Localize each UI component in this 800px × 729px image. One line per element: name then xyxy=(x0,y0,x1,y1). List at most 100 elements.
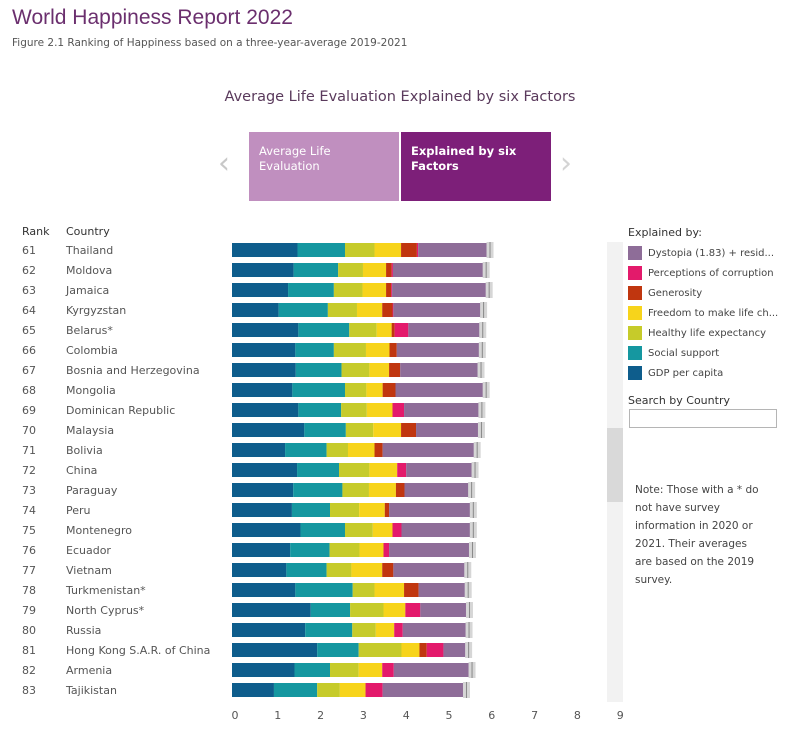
bar-segment[interactable] xyxy=(393,563,466,577)
bar-segment[interactable] xyxy=(392,283,487,297)
bar-segment[interactable] xyxy=(406,463,473,477)
bar-segment[interactable] xyxy=(330,503,360,517)
bar-segment[interactable] xyxy=(375,623,395,637)
bar-segment[interactable] xyxy=(232,363,296,377)
bar-segment[interactable] xyxy=(349,323,377,337)
bar-segment[interactable] xyxy=(382,303,393,317)
bar-segment[interactable] xyxy=(383,603,406,617)
bar-segment[interactable] xyxy=(295,363,342,377)
bar-segment[interactable] xyxy=(374,583,405,597)
bar-segment[interactable] xyxy=(389,363,401,377)
bar-segment[interactable] xyxy=(295,583,353,597)
bar-segment[interactable] xyxy=(232,603,311,617)
bar-segment[interactable] xyxy=(232,243,298,257)
bar-segment[interactable] xyxy=(373,423,402,437)
bar-segment[interactable] xyxy=(392,263,484,277)
bar-segment[interactable] xyxy=(392,403,405,417)
bar-segment[interactable] xyxy=(297,463,339,477)
bar-segment[interactable] xyxy=(293,483,343,497)
bar-segment[interactable] xyxy=(342,483,369,497)
bar-segment[interactable] xyxy=(401,423,417,437)
bar-segment[interactable] xyxy=(384,503,390,517)
bar-segment[interactable] xyxy=(391,323,395,337)
bar-segment[interactable] xyxy=(418,583,466,597)
bar-segment[interactable] xyxy=(326,443,348,457)
bar-segment[interactable] xyxy=(382,443,475,457)
bar-segment[interactable] xyxy=(393,663,470,677)
bar-segment[interactable] xyxy=(298,403,342,417)
bar-segment[interactable] xyxy=(400,363,479,377)
bar-segment[interactable] xyxy=(232,523,301,537)
bar-segment[interactable] xyxy=(362,283,387,297)
bar-segment[interactable] xyxy=(326,563,352,577)
scrollbar-thumb[interactable] xyxy=(607,428,623,502)
bar-segment[interactable] xyxy=(391,263,393,277)
bar-segment[interactable] xyxy=(232,683,274,697)
bar-segment[interactable] xyxy=(294,663,331,677)
bar-segment[interactable] xyxy=(389,343,397,357)
bar-segment[interactable] xyxy=(416,423,479,437)
bar-segment[interactable] xyxy=(368,483,396,497)
bar-segment[interactable] xyxy=(232,463,298,477)
bar-segment[interactable] xyxy=(359,503,385,517)
bar-segment[interactable] xyxy=(344,243,375,257)
bar-segment[interactable] xyxy=(232,563,287,577)
legend-item[interactable]: Social support xyxy=(628,346,788,360)
legend-item[interactable]: Generosity xyxy=(628,286,788,300)
bar-segment[interactable] xyxy=(386,283,392,297)
legend-item[interactable]: Dystopia (1.83) + resid... xyxy=(628,246,788,260)
bar-segment[interactable] xyxy=(232,543,291,557)
legend-item[interactable]: Perceptions of corruption xyxy=(628,266,788,280)
bar-segment[interactable] xyxy=(401,243,417,257)
bar-segment[interactable] xyxy=(295,343,334,357)
bar-segment[interactable] xyxy=(362,263,387,277)
bar-segment[interactable] xyxy=(330,663,359,677)
bar-segment[interactable] xyxy=(232,663,295,677)
bar-segment[interactable] xyxy=(356,303,383,317)
bar-segment[interactable] xyxy=(402,623,467,637)
bar-segment[interactable] xyxy=(401,643,420,657)
bar-segment[interactable] xyxy=(397,463,407,477)
bar-segment[interactable] xyxy=(339,463,370,477)
bar-segment[interactable] xyxy=(383,543,390,557)
legend-item[interactable]: GDP per capita xyxy=(628,366,788,380)
bar-segment[interactable] xyxy=(300,523,345,537)
bar-segment[interactable] xyxy=(290,543,330,557)
bar-segment[interactable] xyxy=(232,283,289,297)
bar-segment[interactable] xyxy=(408,323,481,337)
bar-segment[interactable] xyxy=(278,303,328,317)
bar-segment[interactable] xyxy=(396,343,480,357)
bar-segment[interactable] xyxy=(382,683,464,697)
legend-item[interactable]: Freedom to make life ch... xyxy=(628,306,788,320)
bar-segment[interactable] xyxy=(382,383,396,397)
bar-segment[interactable] xyxy=(392,523,402,537)
bar-segment[interactable] xyxy=(232,443,286,457)
bar-segment[interactable] xyxy=(339,683,366,697)
bar-segment[interactable] xyxy=(232,583,296,597)
bar-segment[interactable] xyxy=(416,243,419,257)
bar-segment[interactable] xyxy=(329,543,360,557)
bar-segment[interactable] xyxy=(352,583,375,597)
bar-segment[interactable] xyxy=(232,623,306,637)
bar-segment[interactable] xyxy=(310,603,351,617)
bar-segment[interactable] xyxy=(352,623,376,637)
bar-segment[interactable] xyxy=(369,463,398,477)
bar-segment[interactable] xyxy=(382,663,394,677)
bar-segment[interactable] xyxy=(341,403,367,417)
bar-segment[interactable] xyxy=(365,343,390,357)
bar-segment[interactable] xyxy=(395,483,405,497)
bar-segment[interactable] xyxy=(232,323,299,337)
bar-segment[interactable] xyxy=(443,643,467,657)
bar-segment[interactable] xyxy=(351,563,383,577)
bar-segment[interactable] xyxy=(374,443,383,457)
bar-segment[interactable] xyxy=(338,263,363,277)
bar-segment[interactable] xyxy=(419,643,427,657)
bar-segment[interactable] xyxy=(394,323,409,337)
next-view-chevron-icon[interactable]: › xyxy=(560,146,572,181)
bar-segment[interactable] xyxy=(386,263,392,277)
bar-segment[interactable] xyxy=(286,563,327,577)
bar-segment[interactable] xyxy=(358,663,383,677)
bar-segment[interactable] xyxy=(317,643,359,657)
bar-segment[interactable] xyxy=(404,583,419,597)
bar-segment[interactable] xyxy=(358,643,402,657)
